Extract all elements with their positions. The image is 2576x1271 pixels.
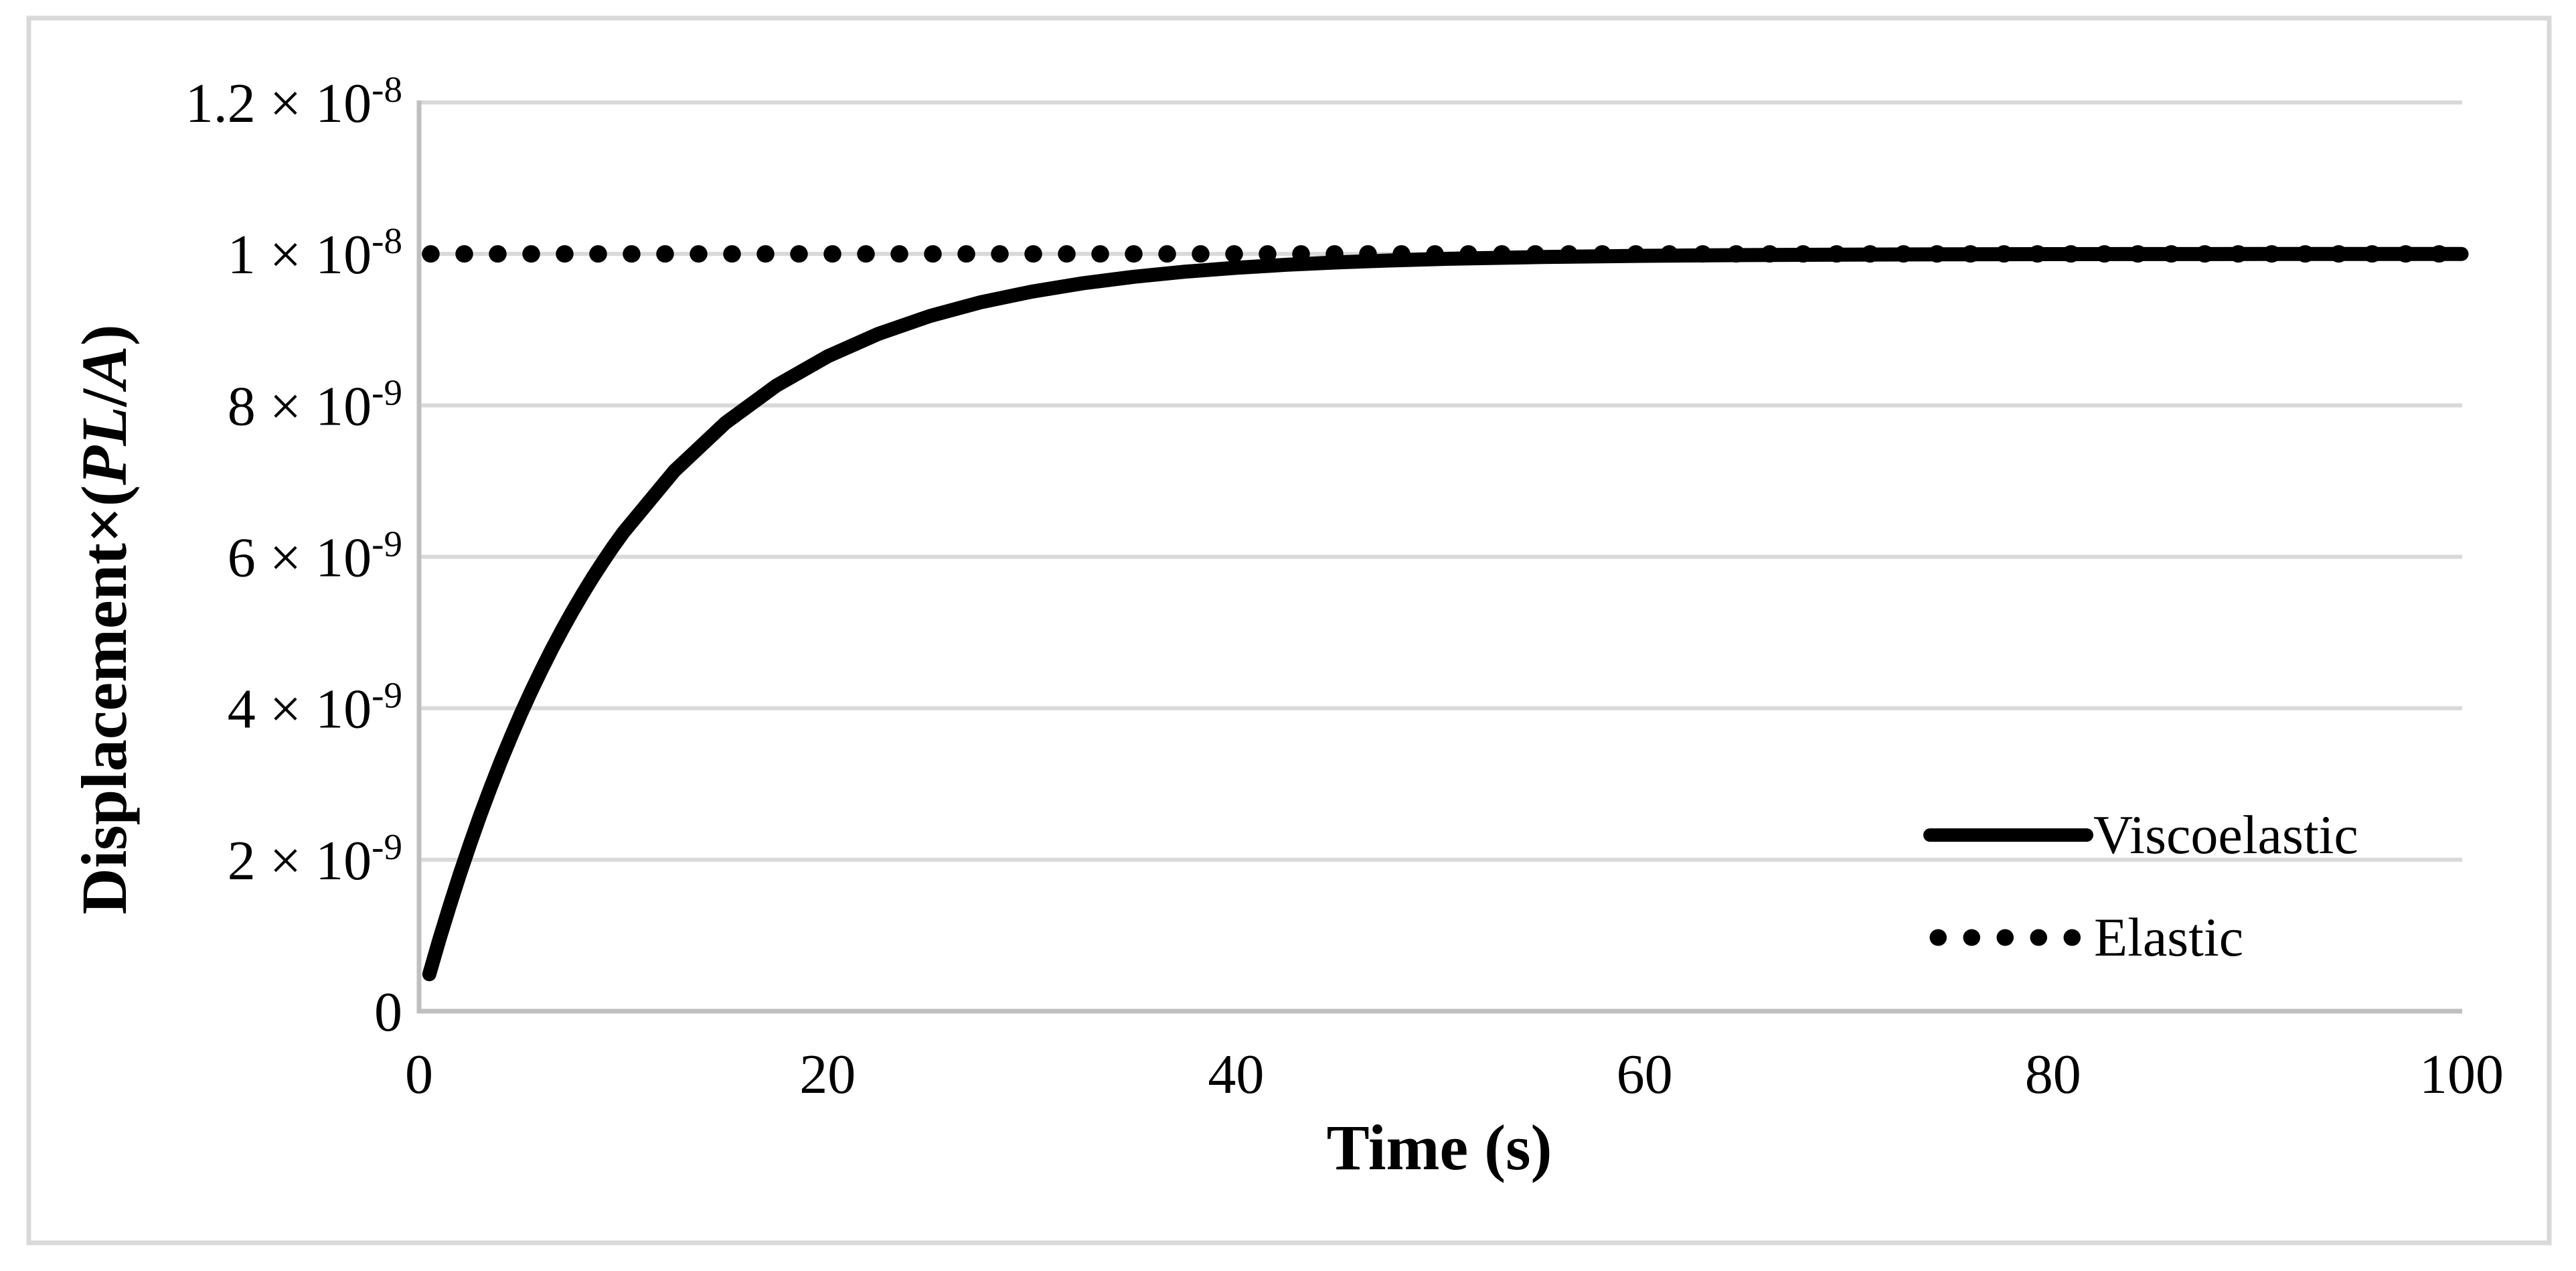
y-tick-label: 1.2 × 10-8 — [185, 69, 402, 135]
x-tick-label: 100 — [2419, 1043, 2504, 1106]
x-tick-label: 0 — [405, 1043, 433, 1106]
y-axis-title: Displacement×(PL/A) — [68, 324, 140, 914]
x-tick-label: 20 — [799, 1043, 856, 1106]
y-tick-label: 1 × 10-8 — [228, 220, 402, 286]
y-tick-label: 4 × 10-9 — [228, 675, 402, 741]
viscoelastic-line — [422, 246, 2469, 982]
figure-border — [26, 15, 2552, 1246]
y-tick-label: 0 — [374, 981, 402, 1043]
x-tick-label: 80 — [2025, 1043, 2081, 1106]
y-tick-label: 6 × 10-9 — [228, 524, 402, 589]
legend-elastic-label: Elastic — [2094, 907, 2243, 968]
series-group — [422, 245, 2474, 982]
x-tick-labels: 0 20 40 60 80 100 — [405, 1043, 2504, 1106]
x-tick-label: 60 — [1617, 1043, 1673, 1106]
y-tick-labels: 1.2 × 10-8 1 × 10-8 8 × 10-9 6 × 10-9 4 × 10… — [185, 69, 402, 1043]
legend-viscoelastic-label: Viscoelastic — [2093, 804, 2358, 865]
gridlines — [419, 100, 2462, 862]
x-tick-label: 40 — [1208, 1043, 1264, 1106]
legend: Viscoelastic Elastic — [1923, 804, 2358, 968]
y-tick-label: 8 × 10-9 — [228, 372, 402, 437]
y-tick-label: 2 × 10-9 — [228, 826, 402, 892]
x-axis-title: Time (s) — [1327, 1112, 1552, 1183]
